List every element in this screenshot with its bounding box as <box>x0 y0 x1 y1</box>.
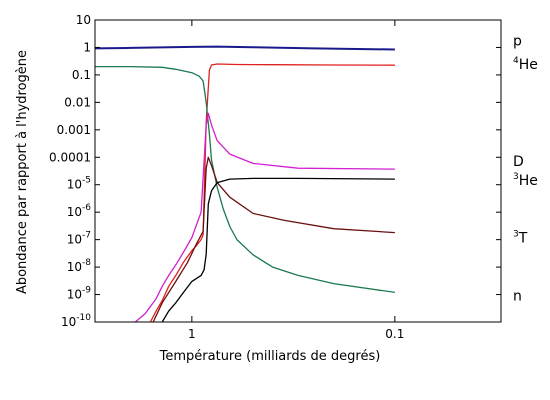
x-tick-label: 0.1 <box>385 327 404 341</box>
series-label-n: n <box>513 288 522 304</box>
series-line-p <box>95 45 395 51</box>
y-tick-label: 0.1 <box>72 68 91 82</box>
plot-frame <box>94 19 502 323</box>
series-line-n <box>95 65 395 294</box>
series-line-3T <box>152 156 395 322</box>
series-label-p: p <box>513 34 522 50</box>
y-tick-label: 10-8 <box>67 258 92 274</box>
y-tick-label: 0.0001 <box>49 150 91 164</box>
y-tick-label: 10 <box>76 13 91 27</box>
y-tick-label: 10-5 <box>67 176 91 192</box>
y-tick-label: 1 <box>83 40 91 54</box>
x-axis-label: Température (milliards de degrés) <box>159 349 381 364</box>
series-line-4He <box>149 63 395 322</box>
y-tick-label: 0.001 <box>57 123 91 137</box>
series-label-D: D <box>513 154 524 170</box>
series-lines <box>95 45 395 322</box>
axis-ticks: 10 1 0.1 0.01 0.001 0.0001 10-5 10-6 10-7 10-8 10-… <box>49 13 501 341</box>
y-axis-label: Abondance par rapport à l'hydrogène <box>15 50 30 294</box>
series-labels: p 4He n D 3T 3He <box>513 34 538 305</box>
y-tick-label: 10-6 <box>67 203 92 219</box>
series-label-3T: 3T <box>513 230 528 247</box>
series-line-3He <box>161 177 395 322</box>
series-line-D <box>134 112 395 322</box>
y-tick-label: 10-7 <box>67 231 91 247</box>
series-label-4He: 4He <box>513 56 538 73</box>
y-tick-label: 0.01 <box>64 95 91 109</box>
x-tick-label: 1 <box>188 327 196 341</box>
y-tick-label: 10-9 <box>67 286 92 302</box>
y-tick-label: 10-10 <box>61 313 91 329</box>
series-label-3He: 3He <box>513 172 538 189</box>
